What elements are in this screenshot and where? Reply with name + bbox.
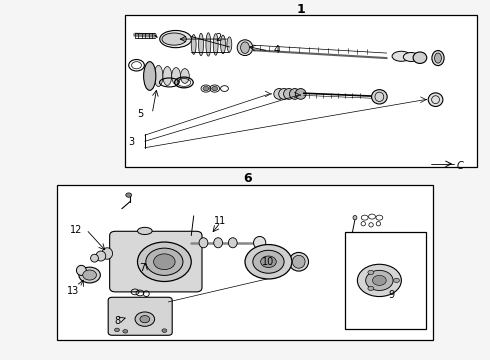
Circle shape bbox=[203, 86, 209, 91]
Circle shape bbox=[146, 248, 183, 275]
Circle shape bbox=[366, 270, 393, 291]
Ellipse shape bbox=[91, 254, 98, 262]
Ellipse shape bbox=[432, 50, 444, 66]
Ellipse shape bbox=[138, 227, 152, 234]
Ellipse shape bbox=[293, 255, 305, 268]
Ellipse shape bbox=[160, 31, 192, 48]
Ellipse shape bbox=[102, 248, 113, 259]
Ellipse shape bbox=[191, 35, 196, 54]
Circle shape bbox=[123, 329, 128, 333]
Ellipse shape bbox=[435, 53, 441, 63]
Circle shape bbox=[83, 270, 97, 280]
Text: 8: 8 bbox=[114, 316, 120, 325]
Circle shape bbox=[357, 264, 401, 297]
Ellipse shape bbox=[284, 89, 294, 99]
Text: 2: 2 bbox=[215, 33, 221, 43]
Ellipse shape bbox=[146, 64, 154, 87]
Ellipse shape bbox=[198, 33, 203, 55]
Text: 6: 6 bbox=[243, 172, 252, 185]
Ellipse shape bbox=[403, 53, 419, 62]
Circle shape bbox=[162, 329, 167, 332]
Ellipse shape bbox=[413, 52, 427, 63]
Circle shape bbox=[135, 312, 155, 326]
Ellipse shape bbox=[180, 69, 189, 84]
Text: 5: 5 bbox=[137, 109, 143, 119]
Circle shape bbox=[372, 275, 386, 285]
Ellipse shape bbox=[253, 237, 266, 249]
Ellipse shape bbox=[206, 33, 211, 56]
Circle shape bbox=[212, 86, 218, 91]
Text: 7: 7 bbox=[139, 263, 146, 273]
Circle shape bbox=[253, 250, 284, 273]
Circle shape bbox=[368, 286, 374, 291]
Ellipse shape bbox=[237, 40, 253, 55]
Bar bbox=[345, 232, 426, 329]
Ellipse shape bbox=[214, 238, 222, 248]
Ellipse shape bbox=[228, 238, 237, 248]
Ellipse shape bbox=[274, 89, 285, 99]
Ellipse shape bbox=[172, 68, 180, 85]
Ellipse shape bbox=[199, 238, 208, 248]
Text: 13: 13 bbox=[67, 286, 79, 296]
Circle shape bbox=[245, 244, 292, 279]
Ellipse shape bbox=[289, 252, 309, 271]
Circle shape bbox=[261, 256, 276, 267]
Ellipse shape bbox=[428, 93, 443, 107]
Ellipse shape bbox=[96, 251, 106, 261]
FancyBboxPatch shape bbox=[110, 231, 202, 292]
Ellipse shape bbox=[295, 89, 306, 99]
Ellipse shape bbox=[353, 216, 357, 220]
Text: 1: 1 bbox=[297, 3, 306, 16]
Ellipse shape bbox=[392, 51, 411, 61]
Circle shape bbox=[138, 242, 191, 282]
Ellipse shape bbox=[371, 90, 387, 104]
Circle shape bbox=[393, 278, 399, 283]
Ellipse shape bbox=[213, 34, 218, 55]
Text: 11: 11 bbox=[214, 216, 226, 226]
Ellipse shape bbox=[162, 33, 186, 45]
Ellipse shape bbox=[76, 265, 86, 275]
Text: 10: 10 bbox=[262, 257, 274, 267]
Bar bbox=[57, 185, 433, 339]
FancyBboxPatch shape bbox=[108, 297, 172, 335]
Circle shape bbox=[140, 316, 150, 323]
Ellipse shape bbox=[241, 42, 249, 53]
Circle shape bbox=[368, 270, 374, 275]
Text: 4: 4 bbox=[274, 45, 280, 55]
Text: 9: 9 bbox=[389, 290, 394, 300]
Ellipse shape bbox=[279, 89, 290, 99]
Circle shape bbox=[126, 193, 132, 197]
Circle shape bbox=[79, 267, 100, 283]
Text: 3: 3 bbox=[128, 138, 135, 147]
Ellipse shape bbox=[220, 35, 225, 54]
Ellipse shape bbox=[154, 66, 163, 87]
Ellipse shape bbox=[144, 62, 156, 90]
Bar bbox=[125, 15, 477, 167]
Ellipse shape bbox=[163, 67, 172, 86]
Text: 12: 12 bbox=[70, 225, 83, 235]
Ellipse shape bbox=[227, 37, 232, 52]
Ellipse shape bbox=[290, 89, 300, 99]
Circle shape bbox=[115, 328, 120, 332]
Circle shape bbox=[154, 254, 175, 270]
Text: C: C bbox=[457, 161, 464, 171]
